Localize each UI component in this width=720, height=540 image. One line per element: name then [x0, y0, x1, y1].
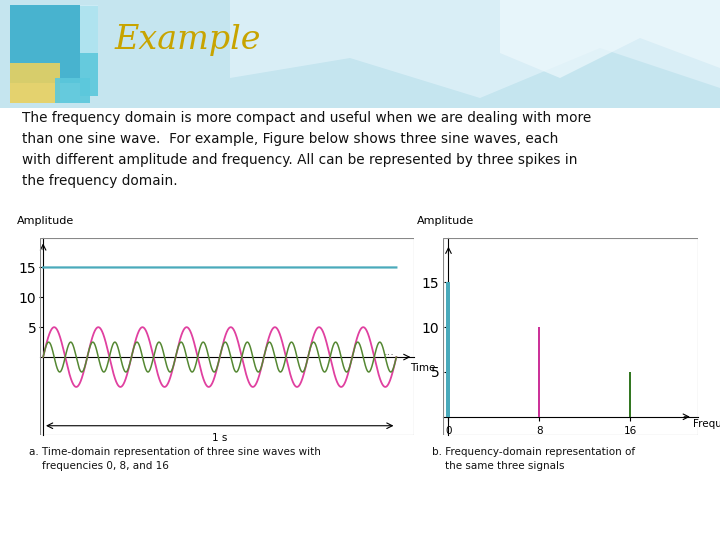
Text: Frequency: Frequency: [693, 420, 720, 429]
Text: b. Frequency-domain representation of
    the same three signals: b. Frequency-domain representation of th…: [432, 447, 635, 470]
Text: Amplitude: Amplitude: [418, 216, 474, 226]
Polygon shape: [0, 0, 720, 108]
Bar: [539, 327, 541, 417]
Text: a. Time-domain representation of three sine waves with
    frequencies 0, 8, and: a. Time-domain representation of three s…: [29, 447, 320, 470]
Polygon shape: [500, 0, 720, 78]
Bar: [80, 6, 98, 96]
Bar: [80, 5, 98, 53]
Bar: [10, 63, 60, 103]
Bar: [55, 78, 90, 103]
Polygon shape: [230, 0, 720, 98]
Text: The frequency domain is more compact and useful when we are dealing with more
th: The frequency domain is more compact and…: [22, 111, 591, 188]
Text: Amplitude: Amplitude: [17, 216, 74, 226]
Bar: [446, 282, 451, 417]
Bar: [10, 5, 80, 83]
Text: Example: Example: [115, 24, 261, 56]
Bar: [629, 372, 631, 417]
Text: Time: Time: [410, 363, 436, 373]
Text: 1 s: 1 s: [212, 433, 228, 443]
Text: ...: ...: [384, 347, 395, 357]
